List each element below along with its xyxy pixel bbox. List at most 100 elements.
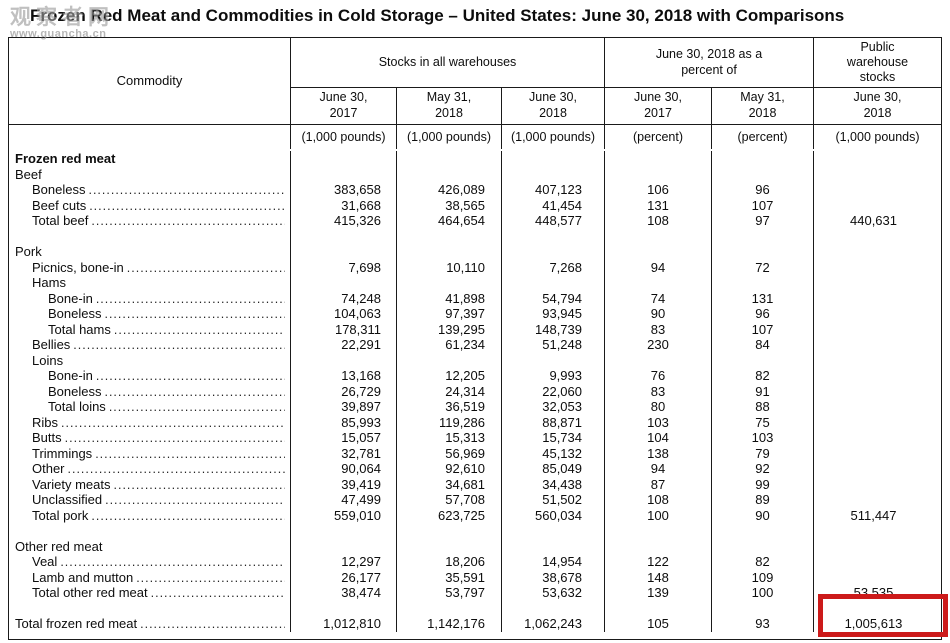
commodity-name: Loins: [32, 352, 64, 368]
dot-leader: [68, 461, 285, 476]
value-cell: 47,499: [341, 492, 381, 508]
value-cell: 26,177: [341, 569, 381, 585]
value-cell: [813, 321, 941, 337]
value-cell: [501, 244, 604, 260]
row-label: Hams: [9, 275, 291, 291]
value-cell: 10,110: [396, 259, 501, 275]
value-cell: 109: [711, 569, 813, 585]
group-public-header: Public warehouse stocks: [813, 38, 941, 88]
value-cell: 7,268: [501, 259, 604, 275]
value-cell: 38,474: [341, 585, 381, 601]
value-cell: [711, 352, 813, 368]
dot-leader: [65, 430, 285, 445]
value-cell: 12,297: [341, 554, 381, 570]
row-label: Ribs: [9, 414, 291, 430]
value-cell: [813, 306, 941, 322]
value-cell: 82: [711, 368, 813, 384]
value-cell: [396, 275, 501, 291]
value-cell: [501, 151, 604, 167]
value-cell: 74,248: [341, 290, 381, 306]
spacer-row: [9, 600, 941, 616]
commodity-name: Variety meats: [32, 476, 111, 492]
commodity-name: Bone-in: [48, 368, 93, 384]
value-cell: [501, 538, 604, 554]
value-cell: 15,734: [501, 430, 604, 446]
row-label: Lamb and mutton: [9, 569, 291, 585]
value-cell: 407,123: [501, 182, 604, 198]
column-date-header: June 30, 2017: [604, 88, 711, 124]
dot-leader: [91, 508, 285, 523]
value-cell: 623,725: [396, 507, 501, 523]
value-cell: 74: [604, 290, 711, 306]
commodity-name: Total beef: [32, 213, 89, 229]
value-cell: 107: [711, 197, 813, 213]
dot-leader: [61, 415, 285, 430]
commodity-name: Total pork: [32, 507, 89, 523]
value-cell: 38,565: [396, 197, 501, 213]
dot-leader: [114, 322, 285, 337]
value-cell: [396, 538, 501, 554]
value-cell: [813, 151, 941, 167]
value-cell: [711, 275, 813, 291]
value-cell: 15,313: [396, 430, 501, 446]
value-cell: [813, 368, 941, 384]
value-cell: 57,708: [396, 492, 501, 508]
row-label: Bellies: [9, 337, 291, 353]
table-row: Other red meat: [9, 538, 941, 555]
commodity-header: Commodity: [9, 38, 291, 124]
row-label: Total loins: [9, 399, 291, 415]
value-cell: 75: [711, 414, 813, 430]
value-cell: [291, 539, 396, 555]
value-cell: [813, 430, 941, 446]
value-cell: 103: [711, 430, 813, 446]
commodity-name: Picnics, bone-in: [32, 259, 124, 275]
value-cell: 464,654: [396, 213, 501, 229]
value-cell: 97: [711, 213, 813, 229]
value-cell: [813, 166, 941, 182]
column-unit-header: (1,000 pounds): [813, 125, 941, 149]
value-cell: 100: [711, 585, 813, 601]
value-cell: 54,794: [501, 290, 604, 306]
commodity-name: Total other red meat: [32, 585, 148, 601]
value-cell: 92,610: [396, 461, 501, 477]
row-label: Beef: [9, 166, 291, 182]
value-cell: 105: [604, 616, 711, 632]
value-cell: 51,502: [501, 492, 604, 508]
value-cell: 83: [604, 321, 711, 337]
date-header-row: June 30, 2017 May 31, 2018 June 30, 2018…: [291, 88, 941, 124]
value-cell: 104,063: [334, 306, 381, 322]
value-cell: [604, 166, 711, 182]
value-cell: 9,993: [501, 368, 604, 384]
value-cell: 415,326: [334, 213, 381, 229]
group-public-label: Public warehouse stocks: [846, 39, 909, 85]
value-cell: [711, 151, 813, 167]
value-cell: 96: [711, 306, 813, 322]
value-cell: 139,295: [396, 321, 501, 337]
value-cell: [291, 244, 396, 260]
value-cell: 84: [711, 337, 813, 353]
row-label: [9, 228, 291, 244]
table-row: Total frozen red meat1,012,8101,142,1761…: [9, 616, 941, 632]
value-cell: 34,681: [396, 476, 501, 492]
commodity-name: Total loins: [48, 399, 106, 415]
value-cell: 39,897: [341, 399, 381, 415]
value-cell: 96: [711, 182, 813, 198]
row-label: Bone-in: [9, 368, 291, 384]
value-cell: [604, 538, 711, 554]
value-cell: 13,168: [341, 368, 381, 384]
value-cell: 36,519: [396, 399, 501, 415]
value-cell: 119,286: [396, 414, 501, 430]
value-cell: 85,049: [501, 461, 604, 477]
value-cell: 90: [711, 507, 813, 523]
dot-leader: [109, 399, 285, 414]
value-cell: [396, 166, 501, 182]
dot-leader: [95, 446, 285, 461]
value-cell: 1,142,176: [396, 616, 501, 632]
row-label: Beef cuts: [9, 197, 291, 213]
value-cell: 100: [604, 507, 711, 523]
column-date-label: June 30, 2017: [634, 90, 682, 120]
value-cell: 80: [604, 399, 711, 415]
